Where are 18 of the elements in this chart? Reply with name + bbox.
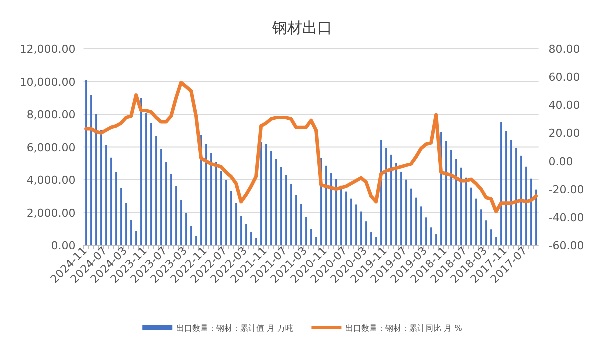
y2-tick-label: 20.00 <box>548 127 580 140</box>
line-series <box>84 80 538 214</box>
legend-label: 出口数量：钢材：累计同比 月 % <box>346 324 463 333</box>
y-tick-label: 2,000.00 <box>26 206 76 220</box>
chart-title: 钢材出口 <box>272 19 332 37</box>
y-tick-label: 4,000.00 <box>26 174 76 187</box>
y-tick-label: 10,000.00 <box>20 76 76 89</box>
y2-tick-label: -40.00 <box>548 211 584 224</box>
y2-tick-label: 0.00 <box>548 155 574 168</box>
y-tick-label: 12,000.00 <box>20 43 76 56</box>
y2-tick-label: 40.00 <box>548 99 580 112</box>
y-tick-label: 6,000.00 <box>26 141 76 154</box>
legend-label: 出口数量：钢材：累计值 月 万吨 <box>176 324 294 333</box>
y2-tick-label: 60.00 <box>548 71 580 84</box>
y2-tick-label: -20.00 <box>548 183 584 196</box>
y-tick-label: 8,000.00 <box>26 108 76 122</box>
y2-tick-label: -60.00 <box>548 240 584 252</box>
y2-tick-label: 80.00 <box>548 43 580 56</box>
